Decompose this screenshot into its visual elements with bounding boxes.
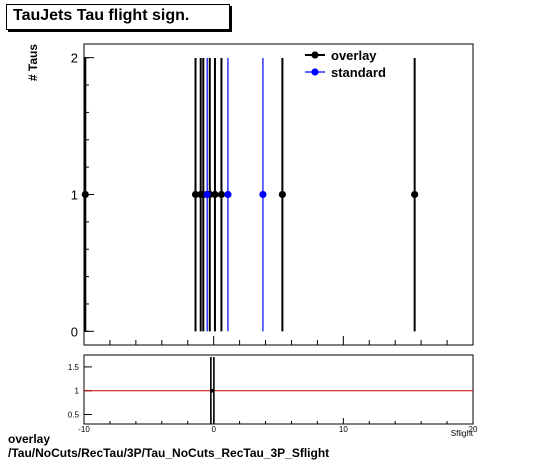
ratio-x-tick-label: 10 (339, 425, 348, 434)
ratio-point (210, 388, 215, 393)
ratio-frame (83, 354, 474, 425)
y-tick-label: 2 (71, 51, 78, 66)
legend-marker (311, 68, 319, 76)
data-point (224, 190, 232, 199)
main-plot: 0 1 2 # Taus overlay standard (26, 43, 474, 346)
data-point (411, 190, 419, 199)
ratio-y-tick-label: 1.5 (68, 363, 80, 372)
chart-title: TauJets Tau flight sign. (13, 7, 190, 24)
data-point (217, 190, 226, 199)
legend-label: overlay (331, 48, 377, 63)
ratio-y-tick-label: 0.5 (68, 410, 80, 419)
chart-title-box: TauJets Tau flight sign. (6, 4, 230, 30)
y-tick-label: 1 (71, 188, 78, 203)
data-point (191, 190, 200, 199)
y-tick-label: 0 (71, 324, 78, 339)
data-point (203, 190, 211, 199)
ratio-x-tick-label: 0 (211, 425, 216, 434)
legend-marker (311, 51, 319, 59)
ratio-y-tick-label: 1 (75, 387, 80, 396)
data-point (211, 190, 219, 199)
footer-label: overlay (8, 432, 51, 446)
data-point (81, 190, 89, 199)
ratio-x-tick-label: -10 (78, 425, 90, 434)
y-axis-label: # Taus (26, 44, 40, 81)
ratio-x-tick-label: 20 (469, 425, 478, 434)
x-axis-label: Sflight (451, 429, 474, 438)
data-point (259, 190, 267, 199)
legend-label: standard (331, 65, 386, 80)
footer-path: /Tau/NoCuts/RecTau/3P/Tau_NoCuts_RecTau_… (8, 446, 330, 460)
data-point (278, 190, 286, 199)
